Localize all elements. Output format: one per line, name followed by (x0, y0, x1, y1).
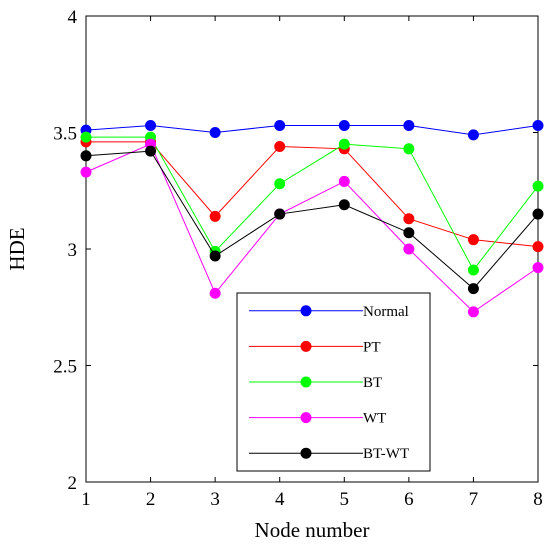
data-point-pt (274, 140, 286, 152)
legend-marker-wt (300, 412, 312, 424)
data-point-normal (338, 120, 350, 132)
legend-label-bt: BT (363, 375, 382, 391)
legend-marker-bt-wt (300, 447, 312, 459)
x-tick-label: 6 (404, 489, 414, 510)
data-point-wt (209, 287, 221, 299)
data-point-bt-wt (209, 250, 221, 262)
data-point-bt-wt (467, 283, 479, 295)
data-point-normal (274, 120, 286, 132)
data-point-pt (403, 213, 415, 225)
series-layer (80, 120, 544, 318)
x-tick-label: 5 (340, 489, 350, 510)
data-point-bt-wt (145, 145, 157, 157)
data-point-pt (532, 241, 544, 253)
data-point-bt (274, 178, 286, 190)
data-point-wt (338, 175, 350, 187)
legend-marker-bt (300, 376, 312, 388)
data-point-normal (209, 127, 221, 138)
data-point-bt (532, 180, 544, 192)
y-axis-label: HDE (5, 227, 29, 270)
y-tick-label: 3.5 (53, 124, 77, 145)
data-point-bt-wt (274, 208, 286, 220)
data-point-bt (338, 138, 350, 150)
legend-label-normal: Normal (363, 304, 409, 320)
legend-marker-normal (300, 305, 312, 317)
series-line-bt (86, 136, 539, 271)
y-tick-label: 2.5 (53, 357, 77, 378)
axis-ticks: 1 2 3 4 5 6 7 822.533.54 (53, 7, 543, 510)
legend-label-pt: PT (363, 339, 381, 355)
data-point-pt (467, 234, 479, 246)
x-tick-label: 4 (275, 489, 285, 510)
data-point-bt-wt (532, 208, 544, 220)
x-tick-label: 1 (81, 489, 91, 510)
series-line-pt (86, 141, 539, 248)
x-tick-label: 2 (146, 489, 156, 510)
legend: Normal PT BT WT BT-WT (236, 292, 431, 472)
y-tick-label: 4 (68, 7, 78, 28)
data-point-wt (80, 166, 92, 178)
legend-label-bt-wt: BT-WT (363, 446, 409, 462)
data-point-normal (403, 120, 415, 132)
data-point-bt (403, 143, 415, 155)
series-line-normal (85, 125, 539, 136)
y-tick-label: 2 (68, 473, 78, 494)
y-tick-label: 3 (68, 240, 78, 261)
data-point-pt (209, 210, 221, 222)
legend-marker-pt (300, 340, 312, 352)
data-point-normal (145, 120, 157, 132)
series-line-bt-wt (85, 150, 539, 290)
x-tick-label: 8 (533, 489, 543, 510)
data-point-bt (467, 264, 479, 276)
data-point-wt (403, 243, 415, 255)
data-point-wt (532, 262, 544, 274)
x-tick-label: 3 (210, 489, 220, 510)
data-point-normal (532, 120, 544, 132)
data-point-bt (80, 131, 92, 143)
x-axis-label: Node number (255, 518, 370, 542)
data-point-bt-wt (80, 150, 92, 162)
data-point-normal (467, 129, 479, 141)
data-point-wt (467, 306, 479, 318)
data-point-bt-wt (403, 227, 415, 239)
x-tick-label: 7 (469, 489, 479, 510)
data-point-bt-wt (338, 199, 350, 211)
legend-label-wt: WT (363, 411, 386, 427)
